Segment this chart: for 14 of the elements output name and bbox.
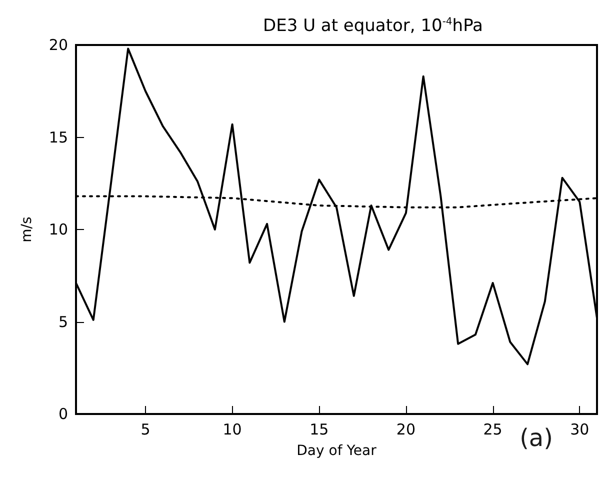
x-tick-label: 25 bbox=[483, 420, 502, 438]
y-tick-label: 15 bbox=[48, 128, 68, 146]
x-tick-label: 15 bbox=[310, 420, 329, 438]
y-tick-label: 0 bbox=[58, 405, 68, 423]
text: (a) bbox=[520, 424, 554, 452]
x-tick-label: 20 bbox=[396, 420, 416, 438]
x-axis-title: Day of Year bbox=[296, 443, 377, 459]
x-tick-label: 5 bbox=[140, 420, 150, 438]
y-tick-label: 20 bbox=[48, 36, 68, 54]
x-tick-label: 10 bbox=[222, 420, 242, 438]
x-tick-label: 30 bbox=[570, 420, 590, 438]
y-tick-label: 10 bbox=[48, 220, 68, 238]
y-tick-label: 5 bbox=[58, 312, 68, 331]
y-axis-title: m/s bbox=[19, 216, 35, 242]
